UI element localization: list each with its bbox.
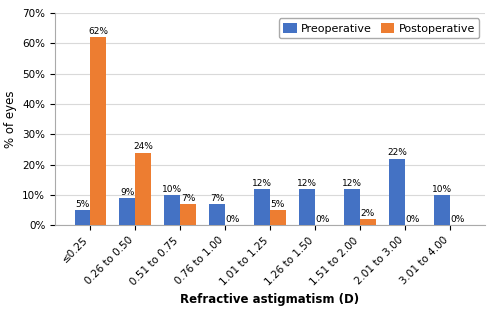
Text: 22%: 22% [387,148,407,157]
Text: 10%: 10% [162,185,182,194]
Text: 62%: 62% [88,27,108,36]
Text: 7%: 7% [210,194,224,203]
Text: 2%: 2% [360,209,375,218]
Bar [90,37,106,225]
Bar [210,204,225,225]
Bar [299,189,315,225]
Text: 12%: 12% [252,179,272,188]
Text: 5%: 5% [270,200,285,209]
Bar [164,195,180,225]
Bar [74,210,90,225]
Text: 9%: 9% [120,188,134,197]
X-axis label: Refractive astigmatism (D): Refractive astigmatism (D) [180,293,360,306]
Text: 0%: 0% [450,215,465,224]
Y-axis label: % of eyes: % of eyes [4,90,16,148]
Text: 12%: 12% [297,179,317,188]
Bar [434,195,450,225]
Text: 7%: 7% [181,194,195,203]
Text: 0%: 0% [316,215,330,224]
Legend: Preoperative, Postoperative: Preoperative, Postoperative [279,18,479,38]
Bar [135,153,151,225]
Bar [389,159,405,225]
Text: 10%: 10% [432,185,452,194]
Bar [180,204,196,225]
Bar [360,219,376,225]
Text: 24%: 24% [133,142,153,151]
Text: 5%: 5% [75,200,90,209]
Bar [270,210,285,225]
Bar [120,198,135,225]
Text: 0%: 0% [406,215,420,224]
Text: 12%: 12% [342,179,362,188]
Bar [344,189,360,225]
Bar [254,189,270,225]
Text: 0%: 0% [226,215,240,224]
